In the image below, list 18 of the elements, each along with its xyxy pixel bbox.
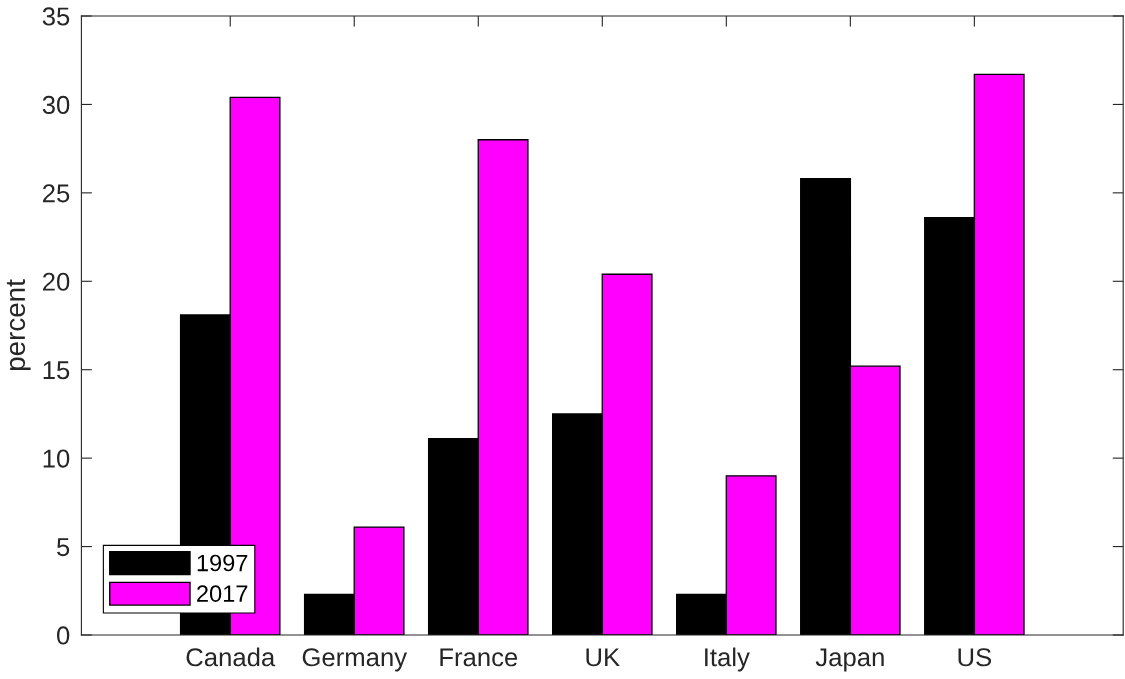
y-tick-label: 35	[42, 7, 70, 26]
y-tick-label: 30	[42, 95, 70, 114]
y-tick-label: 10	[43, 449, 70, 468]
y-tick-label: 0	[57, 626, 70, 645]
legend-label: 2017	[197, 585, 248, 602]
legend-label: 1997	[197, 554, 248, 572]
y-tick-label: 20	[43, 272, 70, 291]
x-tick-label: Canada	[186, 647, 276, 667]
y-tick-label: 5	[57, 538, 70, 557]
x-tick-label: US	[958, 648, 992, 667]
x-tick-label: UK	[586, 648, 620, 667]
x-tick-label: Italy	[705, 647, 750, 672]
y-tick-label: 25	[43, 184, 70, 203]
x-tick-label: Germany	[302, 648, 408, 672]
x-tick-label: Japan	[815, 648, 884, 672]
x-tick-label: France	[440, 648, 518, 667]
y-tick-label: 15	[43, 361, 70, 380]
y-axis-title: percent	[6, 279, 31, 371]
